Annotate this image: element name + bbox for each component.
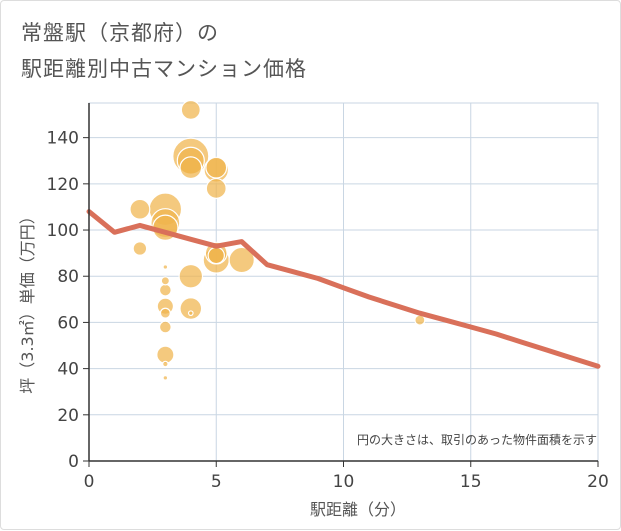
chart-title-line-2: 駅距離別中古マンション価格: [21, 57, 307, 81]
bubble-layer: [129, 99, 426, 381]
line-layer: [86, 209, 601, 369]
bubble-point: [228, 246, 255, 274]
bubble-point: [129, 198, 151, 220]
chart-annotation: 円の大きさは、取引のあった物件面積を示す: [357, 432, 597, 447]
x-tick-label: 0: [84, 472, 95, 492]
bubble-point: [205, 156, 228, 179]
axis-layer: 0 20 40 60 80 100 120 140 0 5 10 15 20: [47, 103, 609, 492]
bubble-point: [132, 241, 148, 256]
x-tick-label: 20: [587, 472, 609, 492]
bubble-point: [162, 360, 169, 368]
bubble-point: [207, 246, 225, 265]
bubble-point: [158, 320, 172, 334]
bubble-point: [187, 310, 194, 317]
bubble-point: [162, 375, 169, 381]
bubble-point: [179, 156, 203, 180]
x-axis-label: 駅距離（分）: [310, 500, 406, 519]
y-tick-label: 120: [47, 175, 79, 195]
y-tick-label: 100: [47, 221, 79, 241]
y-tick-label: 80: [57, 267, 79, 287]
y-tick-label: 60: [57, 313, 79, 333]
chart-title-line-1: 常盤駅（京都府）の: [21, 21, 219, 45]
grid-layer: [88, 102, 599, 462]
x-tick-label: 5: [211, 472, 222, 492]
y-tick-label: 140: [47, 129, 79, 149]
y-tick-label: 20: [57, 406, 79, 426]
bubble-point: [158, 283, 172, 297]
bubble-point: [160, 276, 171, 286]
y-axis-label: 坪（3.3㎡）単価（万円）: [18, 208, 37, 393]
bubble-point: [205, 177, 227, 199]
trend-line: [86, 209, 601, 369]
x-tick-label: 15: [460, 472, 482, 492]
x-tick-label: 10: [333, 472, 355, 492]
chart-title: 常盤駅（京都府）の 駅距離別中古マンション価格: [21, 15, 307, 87]
bubble-point: [179, 297, 203, 320]
bubble-point: [162, 264, 169, 270]
bubble-point: [180, 99, 201, 120]
y-tick-label: 40: [57, 360, 79, 380]
bubble-point: [159, 307, 171, 319]
bubble-point: [178, 263, 204, 289]
y-tick-label: 0: [68, 452, 79, 472]
